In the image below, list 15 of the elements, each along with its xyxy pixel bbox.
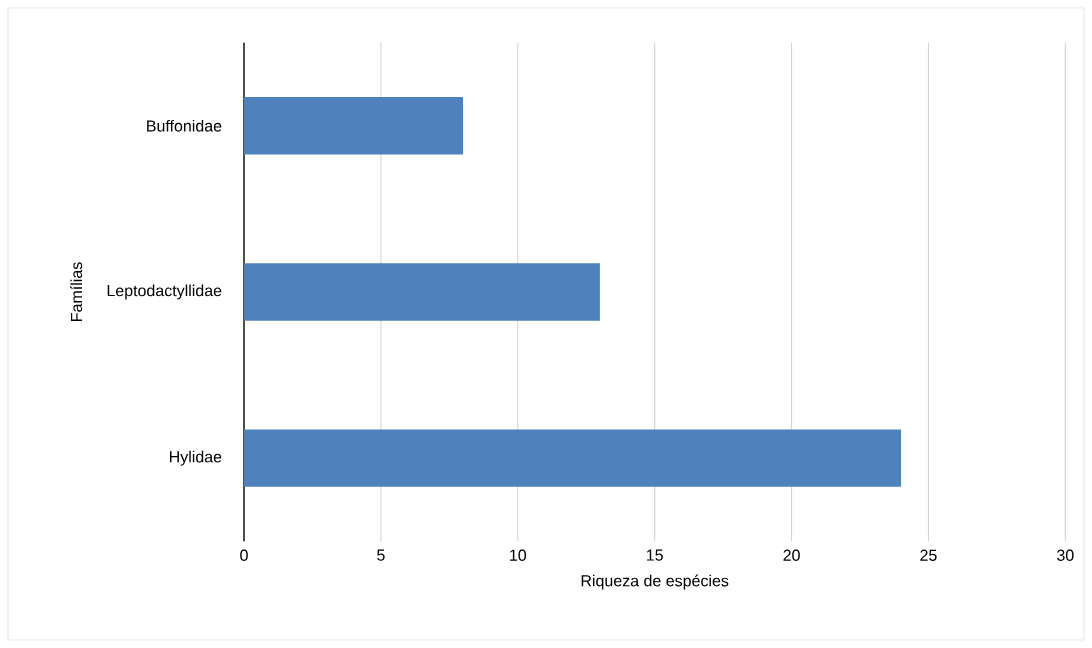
x-tick-label: 30 (1057, 549, 1074, 561)
y-tick-label: Leptodactyllidae (107, 284, 222, 300)
x-tick-label: 20 (783, 549, 800, 561)
y-axis-title: Famílias (70, 262, 83, 321)
y-tick-label: Hylidae (170, 450, 222, 466)
x-tick-label: 10 (510, 549, 527, 561)
x-tick-label: 0 (240, 549, 248, 561)
x-axis-title: Riqueza de espécies (581, 574, 729, 590)
bar (244, 429, 902, 487)
x-tick-label: 15 (646, 549, 663, 561)
x-tick-label: 25 (920, 549, 937, 561)
bar (244, 263, 600, 321)
x-tick-label: 5 (377, 549, 385, 561)
bar (244, 97, 464, 155)
y-tick-label: Buffonidae (147, 119, 222, 132)
